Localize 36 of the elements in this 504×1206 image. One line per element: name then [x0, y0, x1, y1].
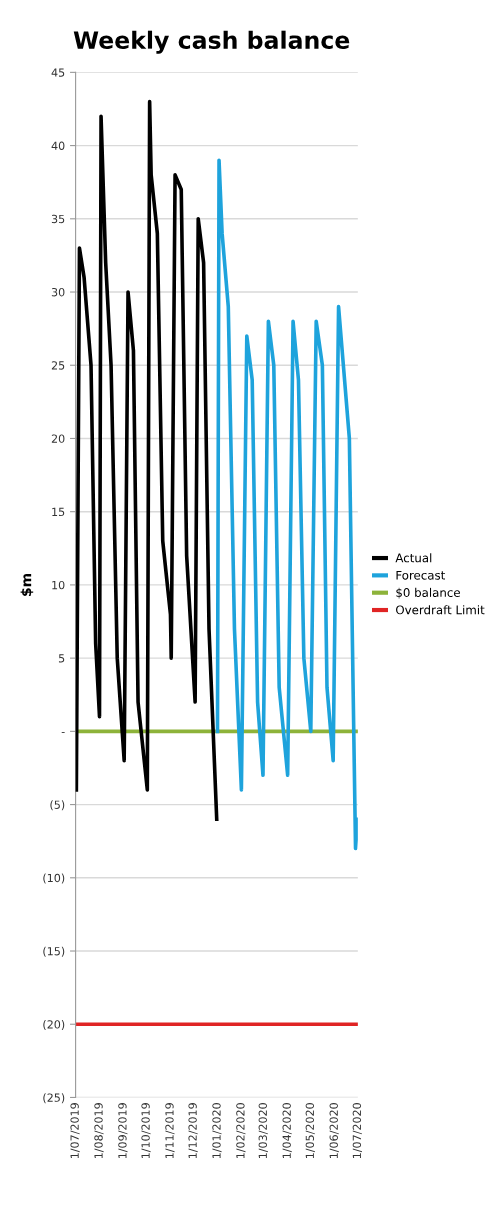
y-tick-label: (15) — [43, 946, 65, 957]
x-tick-label: 1/06/2020 — [329, 1103, 339, 1159]
y-tick-label: 45 — [51, 68, 65, 77]
y-tick-label: 35 — [51, 214, 65, 224]
y-axis-title: $m — [20, 573, 34, 596]
x-tick-label: 1/07/2020 — [352, 1103, 362, 1159]
y-tick-label: (5) — [50, 800, 65, 811]
y-tick-label: 20 — [51, 434, 65, 443]
x-tick-label: 1/07/2019 — [70, 1103, 80, 1159]
x-tick-label: 1/12/2019 — [188, 1103, 198, 1159]
x-tick-label: 1/01/2020 — [212, 1103, 222, 1159]
line-series — [215, 158, 358, 851]
legend-label: Actual — [395, 553, 432, 563]
x-tick-label: 1/08/2019 — [94, 1103, 104, 1159]
chart-title: Weekly cash balance — [73, 30, 350, 54]
x-tick-label: 1/05/2020 — [305, 1103, 315, 1159]
y-tick-label: (20) — [43, 1020, 65, 1030]
y-tick-label: 15 — [52, 507, 65, 517]
x-tick-label: 1/10/2019 — [141, 1103, 151, 1159]
legend-label: Overdraft Limit — [396, 605, 485, 615]
legend-label: $0 balance — [396, 587, 460, 599]
y-tick-label: 30 — [51, 288, 65, 297]
y-tick-label: (25) — [43, 1093, 65, 1104]
y-tick-label: 5 — [58, 654, 65, 663]
y-tick-label: 10 — [52, 580, 65, 590]
y-tick-label: (10) — [43, 873, 65, 884]
x-tick-label: 1/03/2020 — [258, 1103, 268, 1159]
line-series — [75, 99, 219, 822]
y-tick-label: 40 — [51, 141, 65, 150]
x-tick-label: 1/09/2019 — [118, 1103, 128, 1159]
x-tick-label: 1/11/2019 — [165, 1103, 175, 1159]
legend-label: Forecast — [396, 570, 446, 580]
x-tick-label: 1/04/2020 — [282, 1103, 292, 1159]
x-tick-label: 1/02/2020 — [236, 1103, 246, 1159]
y-tick-label: 25 — [51, 361, 65, 370]
y-tick-label: - — [61, 732, 65, 733]
